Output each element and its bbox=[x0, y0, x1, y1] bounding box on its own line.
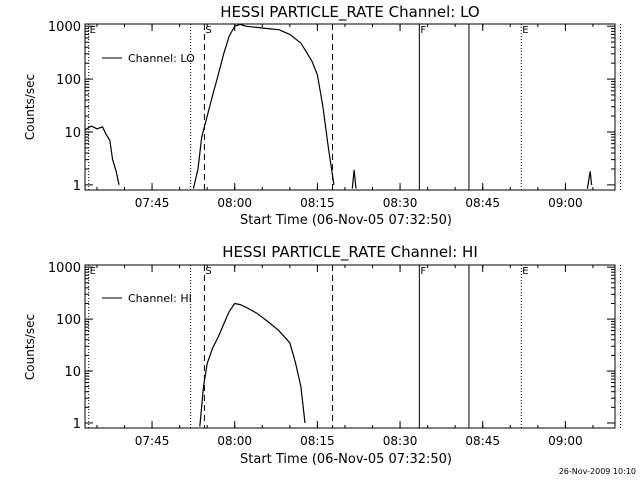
x-tick-label: 07:45 bbox=[135, 196, 170, 210]
event-marker-label: E bbox=[90, 25, 96, 36]
event-marker-label: E bbox=[522, 266, 528, 277]
plot-frame bbox=[84, 23, 616, 191]
chart-title: HESSI PARTICLE_RATE Channel: HI bbox=[222, 243, 478, 262]
x-tick-label: 08:15 bbox=[300, 434, 335, 448]
x-tick-label: 08:00 bbox=[217, 196, 252, 210]
x-tick-label: 08:45 bbox=[465, 196, 500, 210]
x-axis-label: Start Time (06-Nov-05 07:32:50) bbox=[240, 213, 452, 228]
x-tick-label: 08:30 bbox=[383, 196, 418, 210]
y-tick-label: 1 bbox=[73, 417, 81, 432]
x-tick-label: 08:00 bbox=[217, 434, 252, 448]
y-tick-label: 1 bbox=[73, 179, 81, 194]
event-marker-label: E bbox=[90, 266, 96, 277]
event-marker-label: F bbox=[420, 266, 426, 277]
y-tick-label: 10 bbox=[64, 365, 81, 380]
footer-timestamp: 26-Nov-2009 10:10 bbox=[559, 467, 636, 476]
x-tick-label: 08:15 bbox=[300, 196, 335, 210]
event-marker-label: E bbox=[522, 25, 528, 36]
event-marker-label: F bbox=[420, 25, 426, 36]
chart-title: HESSI PARTICLE_RATE Channel: LO bbox=[220, 3, 479, 22]
series-line bbox=[85, 125, 120, 186]
legend-label: Channel: HI bbox=[128, 292, 192, 305]
x-tick-label: 09:00 bbox=[548, 196, 583, 210]
series-line bbox=[199, 302, 306, 427]
y-tick-label: 1000 bbox=[48, 261, 81, 276]
series-line bbox=[192, 24, 335, 189]
x-tick-label: 08:45 bbox=[465, 434, 500, 448]
y-tick-label: 100 bbox=[56, 313, 81, 328]
series-line bbox=[586, 171, 593, 189]
x-tick-label: 09:00 bbox=[548, 434, 583, 448]
x-axis-label: Start Time (06-Nov-05 07:32:50) bbox=[240, 452, 452, 467]
y-axis-label: Counts/sec bbox=[23, 74, 37, 140]
chart-panel-lo: HESSI PARTICLE_RATE Channel: LO Counts/s… bbox=[23, 3, 622, 228]
x-tick-label: 07:45 bbox=[135, 434, 170, 448]
plot-frame bbox=[84, 264, 616, 429]
legend-label: Channel: LO bbox=[128, 52, 195, 65]
y-axis-label: Counts/sec bbox=[23, 314, 37, 380]
event-marker-label: S bbox=[205, 266, 211, 277]
y-tick-label: 10 bbox=[64, 126, 81, 141]
chart-marks: 07:45 08:00 08:15 08:30 08:45 09:00 1 10 100 1000… bbox=[48, 261, 622, 448]
event-marker-label: S bbox=[205, 25, 211, 36]
y-tick-label: 1000 bbox=[48, 20, 81, 35]
y-tick-label: 100 bbox=[56, 73, 81, 88]
series-line bbox=[351, 170, 357, 189]
chart-marks: 07:45 08:00 08:15 08:30 08:45 09:00 1 10 100 1000… bbox=[48, 20, 622, 210]
chart-panel-hi: HESSI PARTICLE_RATE Channel: HI Counts/s… bbox=[23, 243, 622, 467]
x-tick-label: 08:30 bbox=[383, 434, 418, 448]
